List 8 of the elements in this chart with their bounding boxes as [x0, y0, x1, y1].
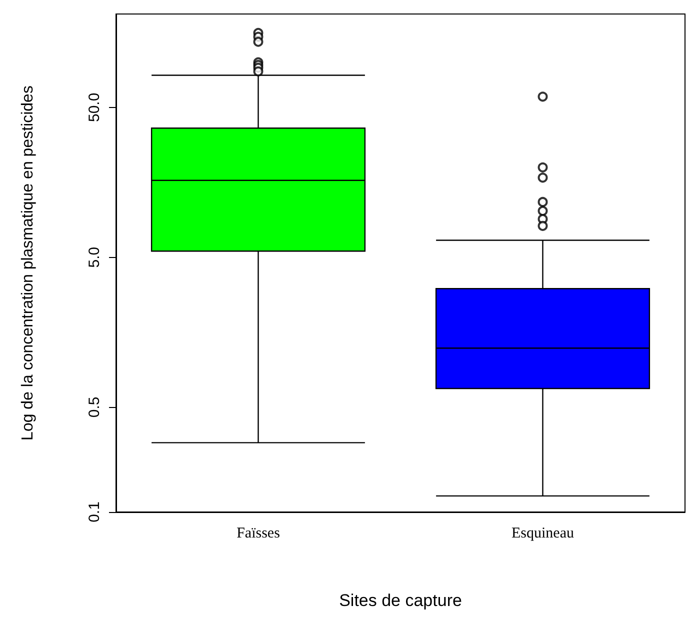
x-axis-title: Sites de capture — [339, 591, 462, 610]
y-tick-label: 5.0 — [86, 246, 103, 268]
x-tick-label: Faïsses — [236, 526, 280, 542]
y-tick-label: 50.0 — [86, 92, 103, 122]
x-tick-label: Esquineau — [512, 526, 574, 542]
y-tick-label: 0.1 — [86, 502, 103, 522]
y-axis-title: Log de la concentration plasmatique en pesticides — [20, 86, 36, 440]
y-tick-label: 0.5 — [86, 396, 103, 418]
